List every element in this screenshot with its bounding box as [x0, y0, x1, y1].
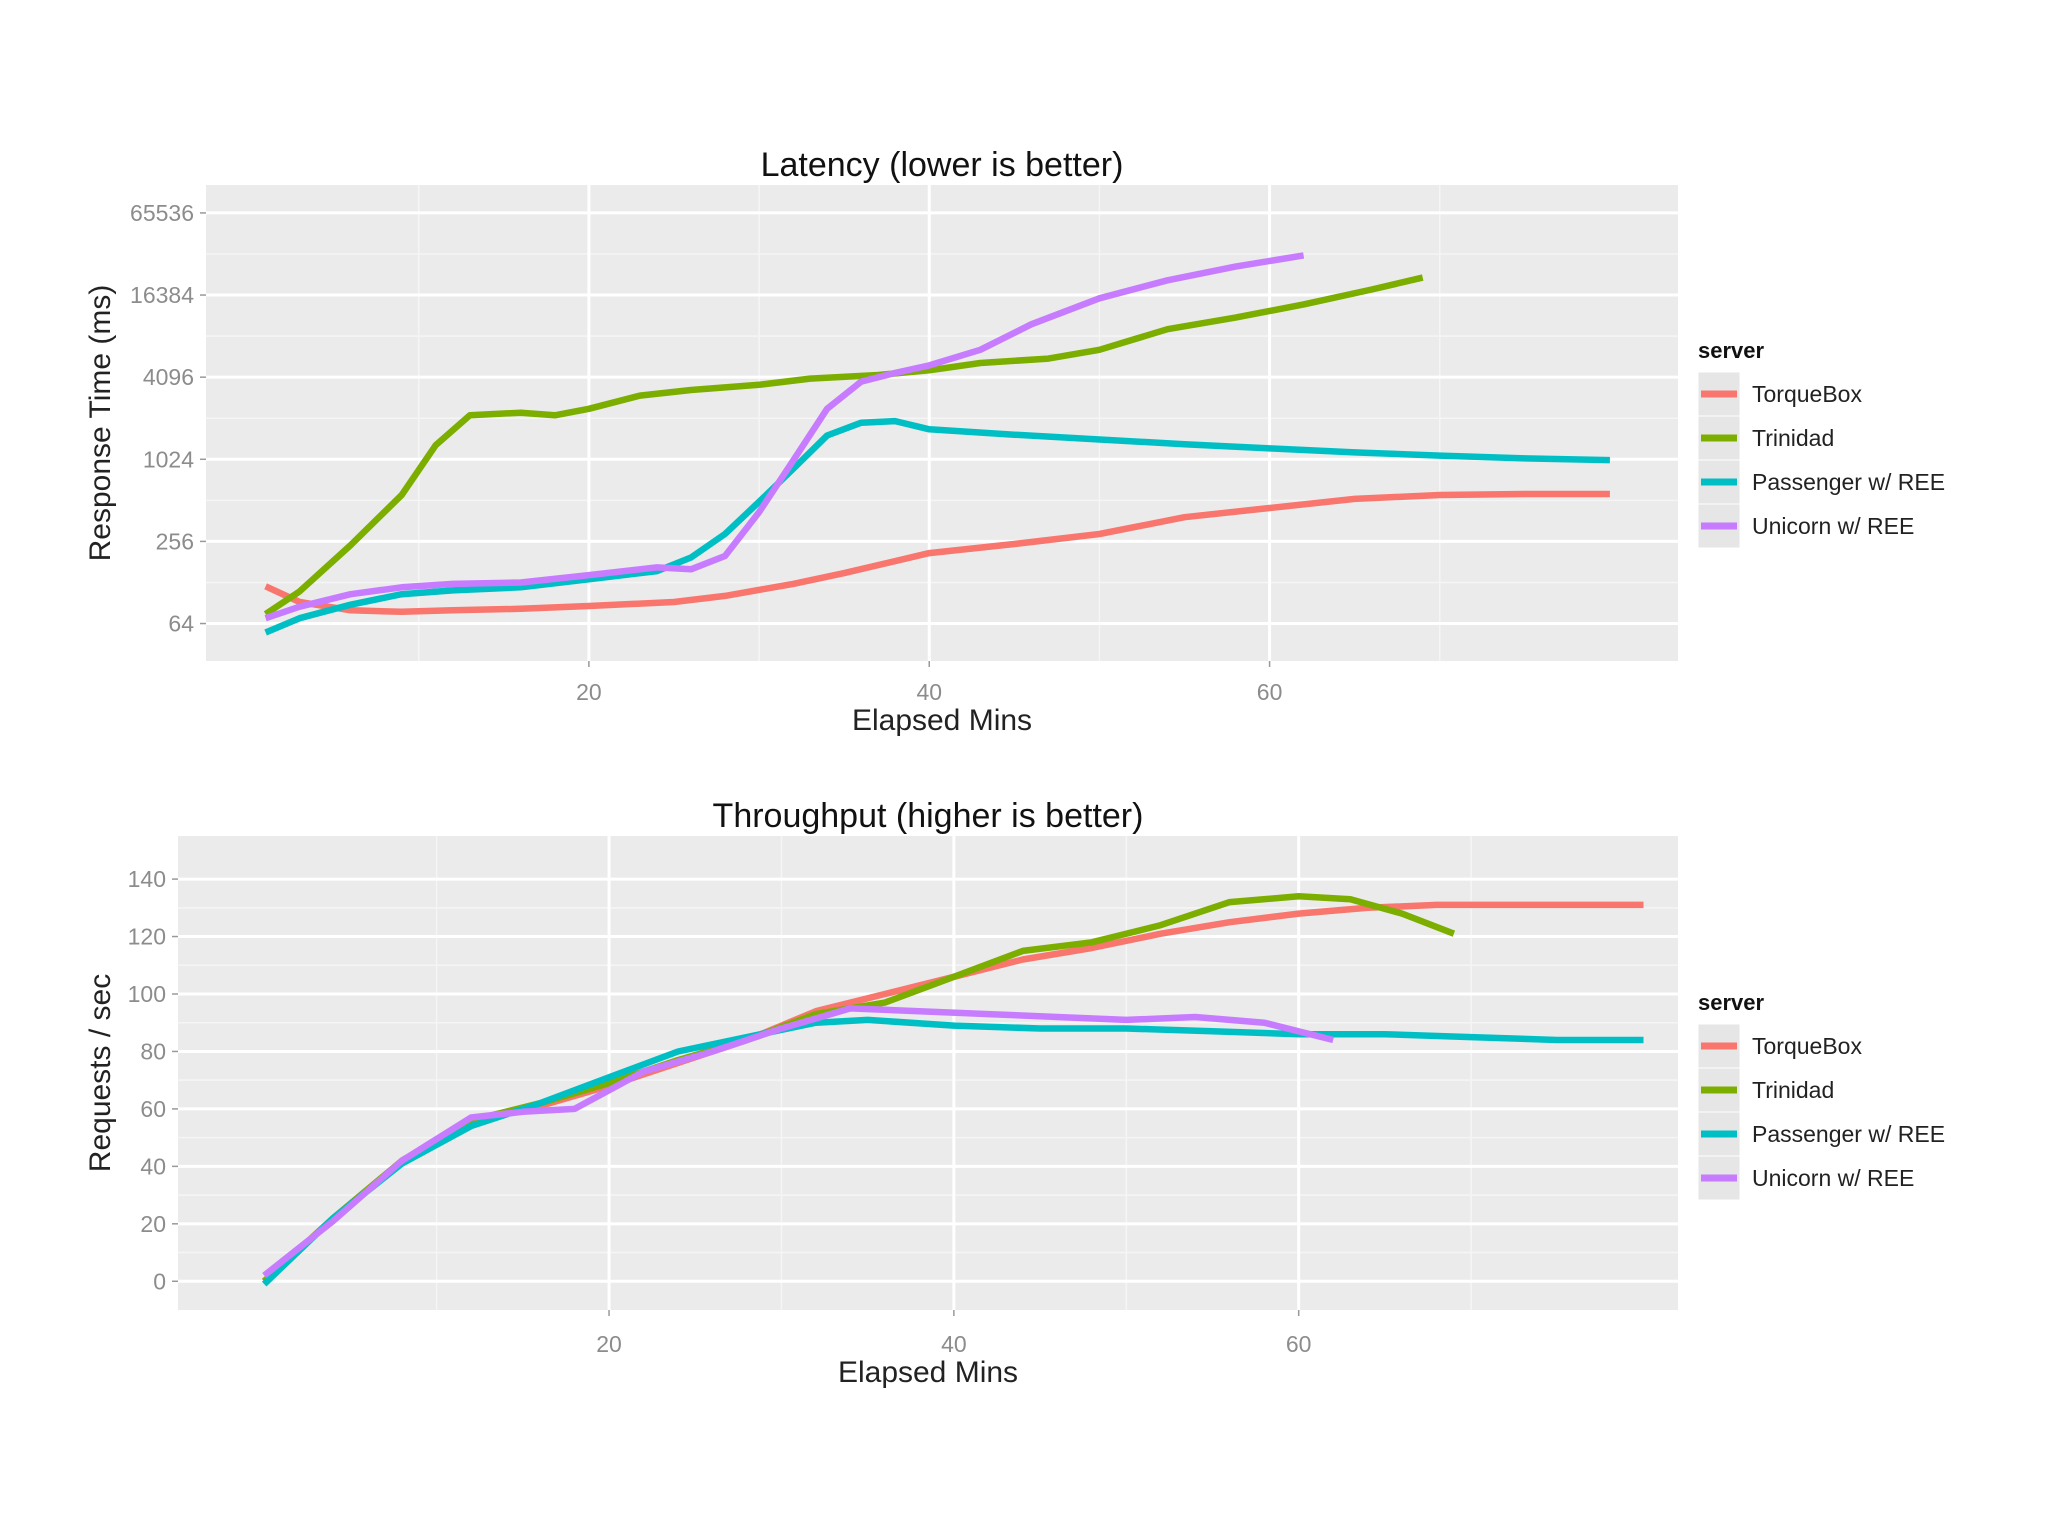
y-tick-label: 0	[153, 1268, 166, 1294]
series-line-unicorn-w-ree	[264, 252, 1305, 622]
x-tick-label: 20	[576, 679, 602, 705]
y-tick-label: 20	[140, 1211, 166, 1237]
plot-panel	[178, 836, 1678, 1310]
y-tick-label: 4096	[143, 364, 194, 390]
x-tick-label: 40	[916, 679, 942, 705]
legend-label: TorqueBox	[1752, 1033, 1862, 1059]
y-tick-label: 140	[128, 866, 166, 892]
legend-title: server	[1698, 338, 1765, 363]
legend-label: Passenger w/ REE	[1752, 1121, 1945, 1147]
series-line-passenger-w-ree	[261, 1016, 1644, 1287]
legend-label: Unicorn w/ REE	[1752, 513, 1914, 539]
x-axis-title: Elapsed Mins	[838, 1356, 1018, 1389]
y-tick-label: 256	[156, 528, 194, 554]
x-tick-label: 20	[596, 1331, 622, 1357]
legend-label: Trinidad	[1752, 425, 1834, 451]
legend-label: Passenger w/ REE	[1752, 469, 1945, 495]
y-tick-label: 120	[128, 924, 166, 950]
x-tick-label: 60	[1286, 1331, 1312, 1357]
y-tick-label: 80	[140, 1038, 166, 1064]
series-line-trinidad	[263, 274, 1424, 617]
y-tick-label: 60	[140, 1096, 166, 1122]
chart-title: Latency (lower is better)	[761, 146, 1124, 184]
legend: server TorqueBox Trinidad Passenger w/ REE U…	[1697, 990, 1945, 1201]
legend: server TorqueBox Trinidad Passenger w/ REE U…	[1697, 338, 1945, 549]
series-line-passenger-w-ree	[264, 417, 1610, 636]
series-line-unicorn-w-ree	[262, 1005, 1334, 1279]
legend-label: TorqueBox	[1752, 381, 1862, 407]
legend-title: server	[1698, 990, 1765, 1015]
x-axis-title: Elapsed Mins	[852, 704, 1032, 737]
x-tick-label: 60	[1257, 679, 1283, 705]
y-tick-label: 40	[140, 1153, 166, 1179]
legend-label: Trinidad	[1752, 1077, 1834, 1103]
series-line-torquebox	[264, 490, 1610, 616]
y-tick-label: 16384	[130, 282, 194, 308]
y-tick-label: 64	[168, 611, 194, 637]
y-tick-label: 100	[128, 981, 166, 1007]
chart-title: Throughput (higher is better)	[713, 797, 1144, 835]
y-tick-label: 65536	[130, 200, 194, 226]
y-tick-label: 1024	[143, 446, 194, 472]
x-tick-label: 40	[941, 1331, 967, 1357]
y-axis-title: Requests / sec	[84, 974, 117, 1172]
y-axis-title: Response Time (ms)	[84, 285, 117, 562]
chart-2: 20 40 60 0 20 40 60 80 100 120 140 Throughput (high…	[84, 797, 1945, 1389]
chart-1: 20 40 60 64 256 1024 4096 16384 65536 Latency (lo…	[84, 146, 1945, 737]
legend-label: Unicorn w/ REE	[1752, 1165, 1914, 1191]
